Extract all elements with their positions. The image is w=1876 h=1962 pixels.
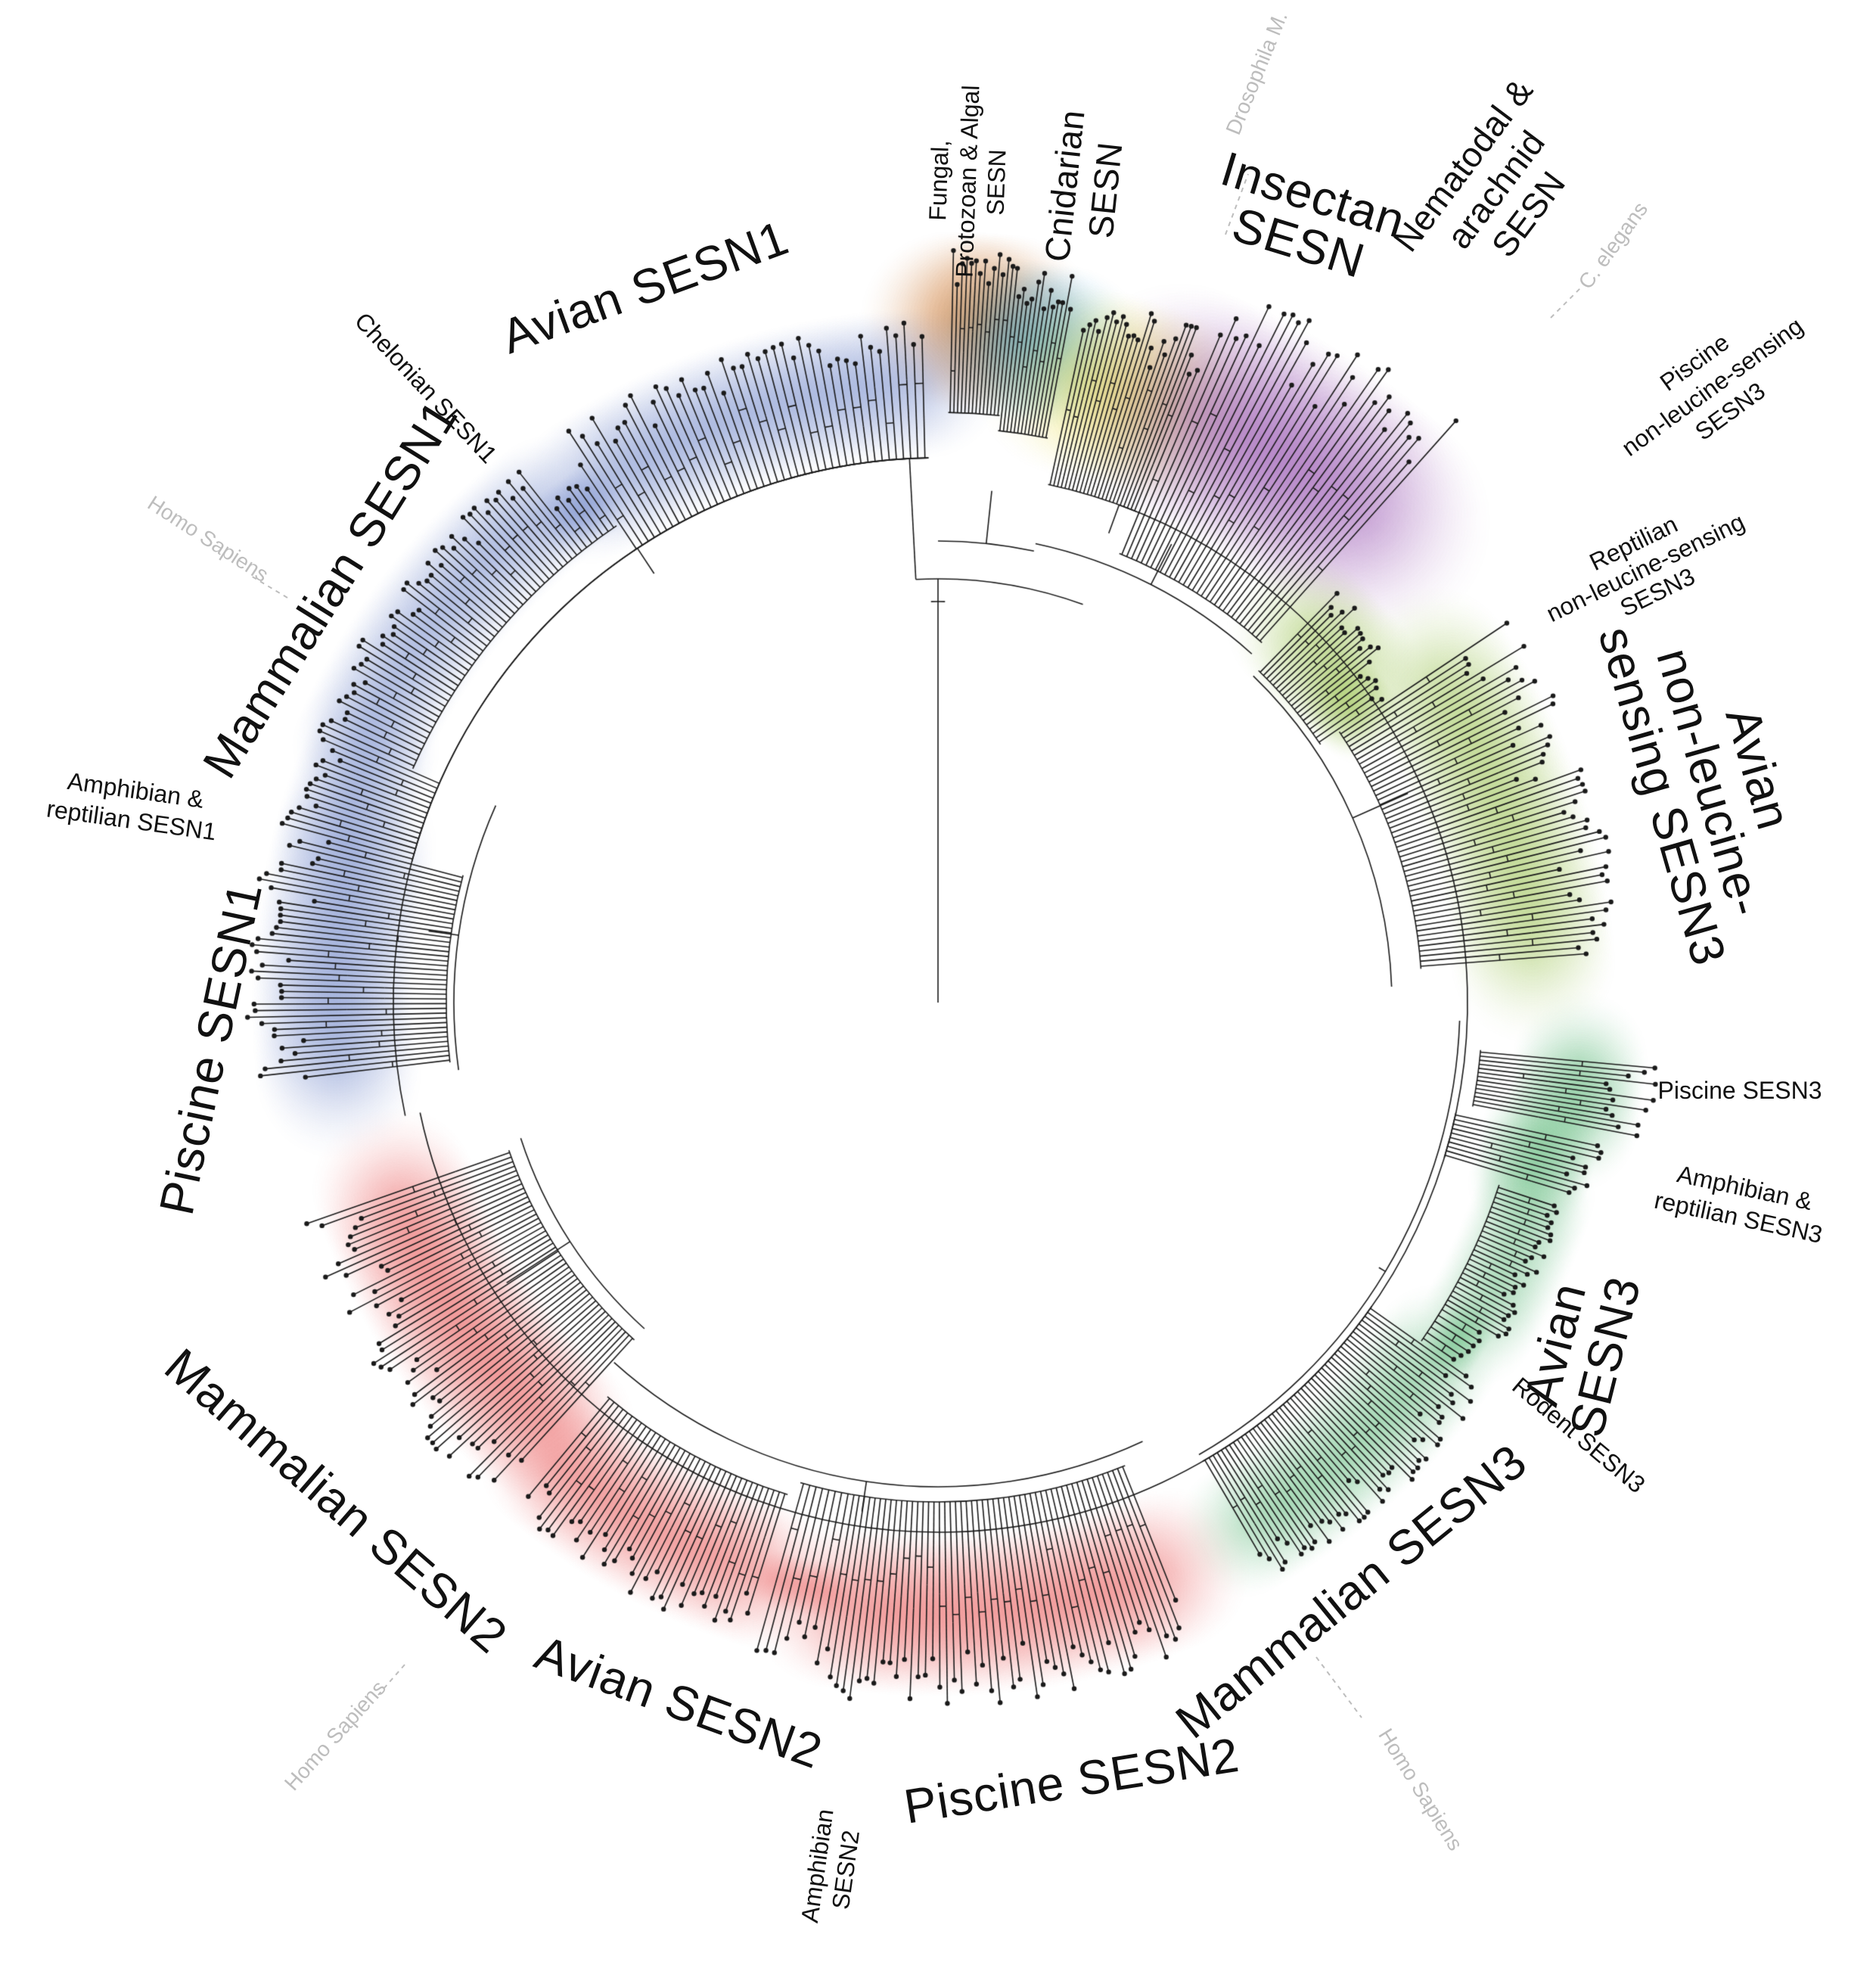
reference-leader-line [1315,1656,1362,1718]
clade-label-mammalian-sesn1: Mammalian SESN1 [192,390,468,787]
clade-label-cnidarian: CnidarianSESN [1037,108,1132,268]
clade-label-mammalian-sesn2: Mammalian SESN2 [154,1338,517,1664]
clade-label-insectan: InsectanSESN [1200,141,1412,296]
clade-label-line: Mammalian SESN3 [1166,1433,1537,1749]
clade-label-avian-sesn2: Avian SESN2 [528,1625,829,1780]
clade-label-line: Piscine SESN2 [900,1727,1243,1834]
clade-label-piscine-sesn1: Piscine SESN1 [149,877,272,1219]
clade-label-line: Mammalian SESN2 [154,1338,517,1664]
clade-label-reptilian-nls-sesn3: Reptiliannon-leucine-sensingSESN3 [1530,484,1761,652]
reference-species-label-homo-sesn2: Homo Sapiens [280,1676,390,1795]
clade-label-avian-sesn1: Avian SESN1 [494,210,795,365]
clade-label-amph-rept-sesn3: Amphibian &reptilian SESN3 [1652,1157,1831,1248]
clade-label-line: SESN [1080,140,1129,240]
clade-label-line: Piscine SESN1 [149,877,272,1219]
clade-label-avian-nls-sesn3: Aviannon-leucine-sensing SESN3 [1589,593,1833,972]
clade-label-line: Avian SESN2 [528,1625,829,1780]
clade-label-line: SESN [981,149,1011,216]
clade-label-amph-rept-sesn1: Amphibian &reptilian SESN1 [45,765,222,846]
clade-label-line: Fungal, [924,139,954,221]
clade-label-line: Avian SESN1 [494,210,795,365]
clade-label-line: Mammalian SESN1 [192,390,468,787]
reference-leader-line [377,1664,405,1696]
clade-label-amphibian-sesn2: AmphibianSESN2 [796,1807,867,1928]
reference-leader-line [249,574,288,599]
clade-label-piscine-sesn3: Piscine SESN3 [1658,1077,1822,1104]
reference-species-label-homo-sesn1: Homo Sapiens [144,491,273,586]
reference-species-label-homo-sesn3: Homo Sapiens [1374,1724,1468,1855]
clade-label-piscine-nls-sesn3: Piscinenon-leucine-sensingSESN3 [1599,288,1826,486]
clade-label-piscine-sesn2: Piscine SESN2 [900,1727,1243,1834]
reference-leader-line [1225,173,1249,235]
clade-label-line: Cnidarian [1037,108,1092,264]
clade-label-fungal: Fungal,Protozoan & AlgalSESN [922,84,1014,279]
clade-label-line: Protozoan & Algal [951,85,985,278]
clade-label-mammalian-sesn3: Mammalian SESN3 [1166,1433,1537,1749]
reference-species-label-drosophila: Drosophila M. [1221,8,1291,138]
reference-leader-line [1550,287,1582,319]
clade-label-line: Piscine SESN3 [1658,1077,1822,1104]
clade-label-avian-sesn3: AvianSESN3 [1509,1258,1651,1441]
reference-species-label-c-elegans: C. elegans [1573,197,1652,294]
clade-label-nematodal: Nematodal &arachnidSESN [1386,71,1606,308]
